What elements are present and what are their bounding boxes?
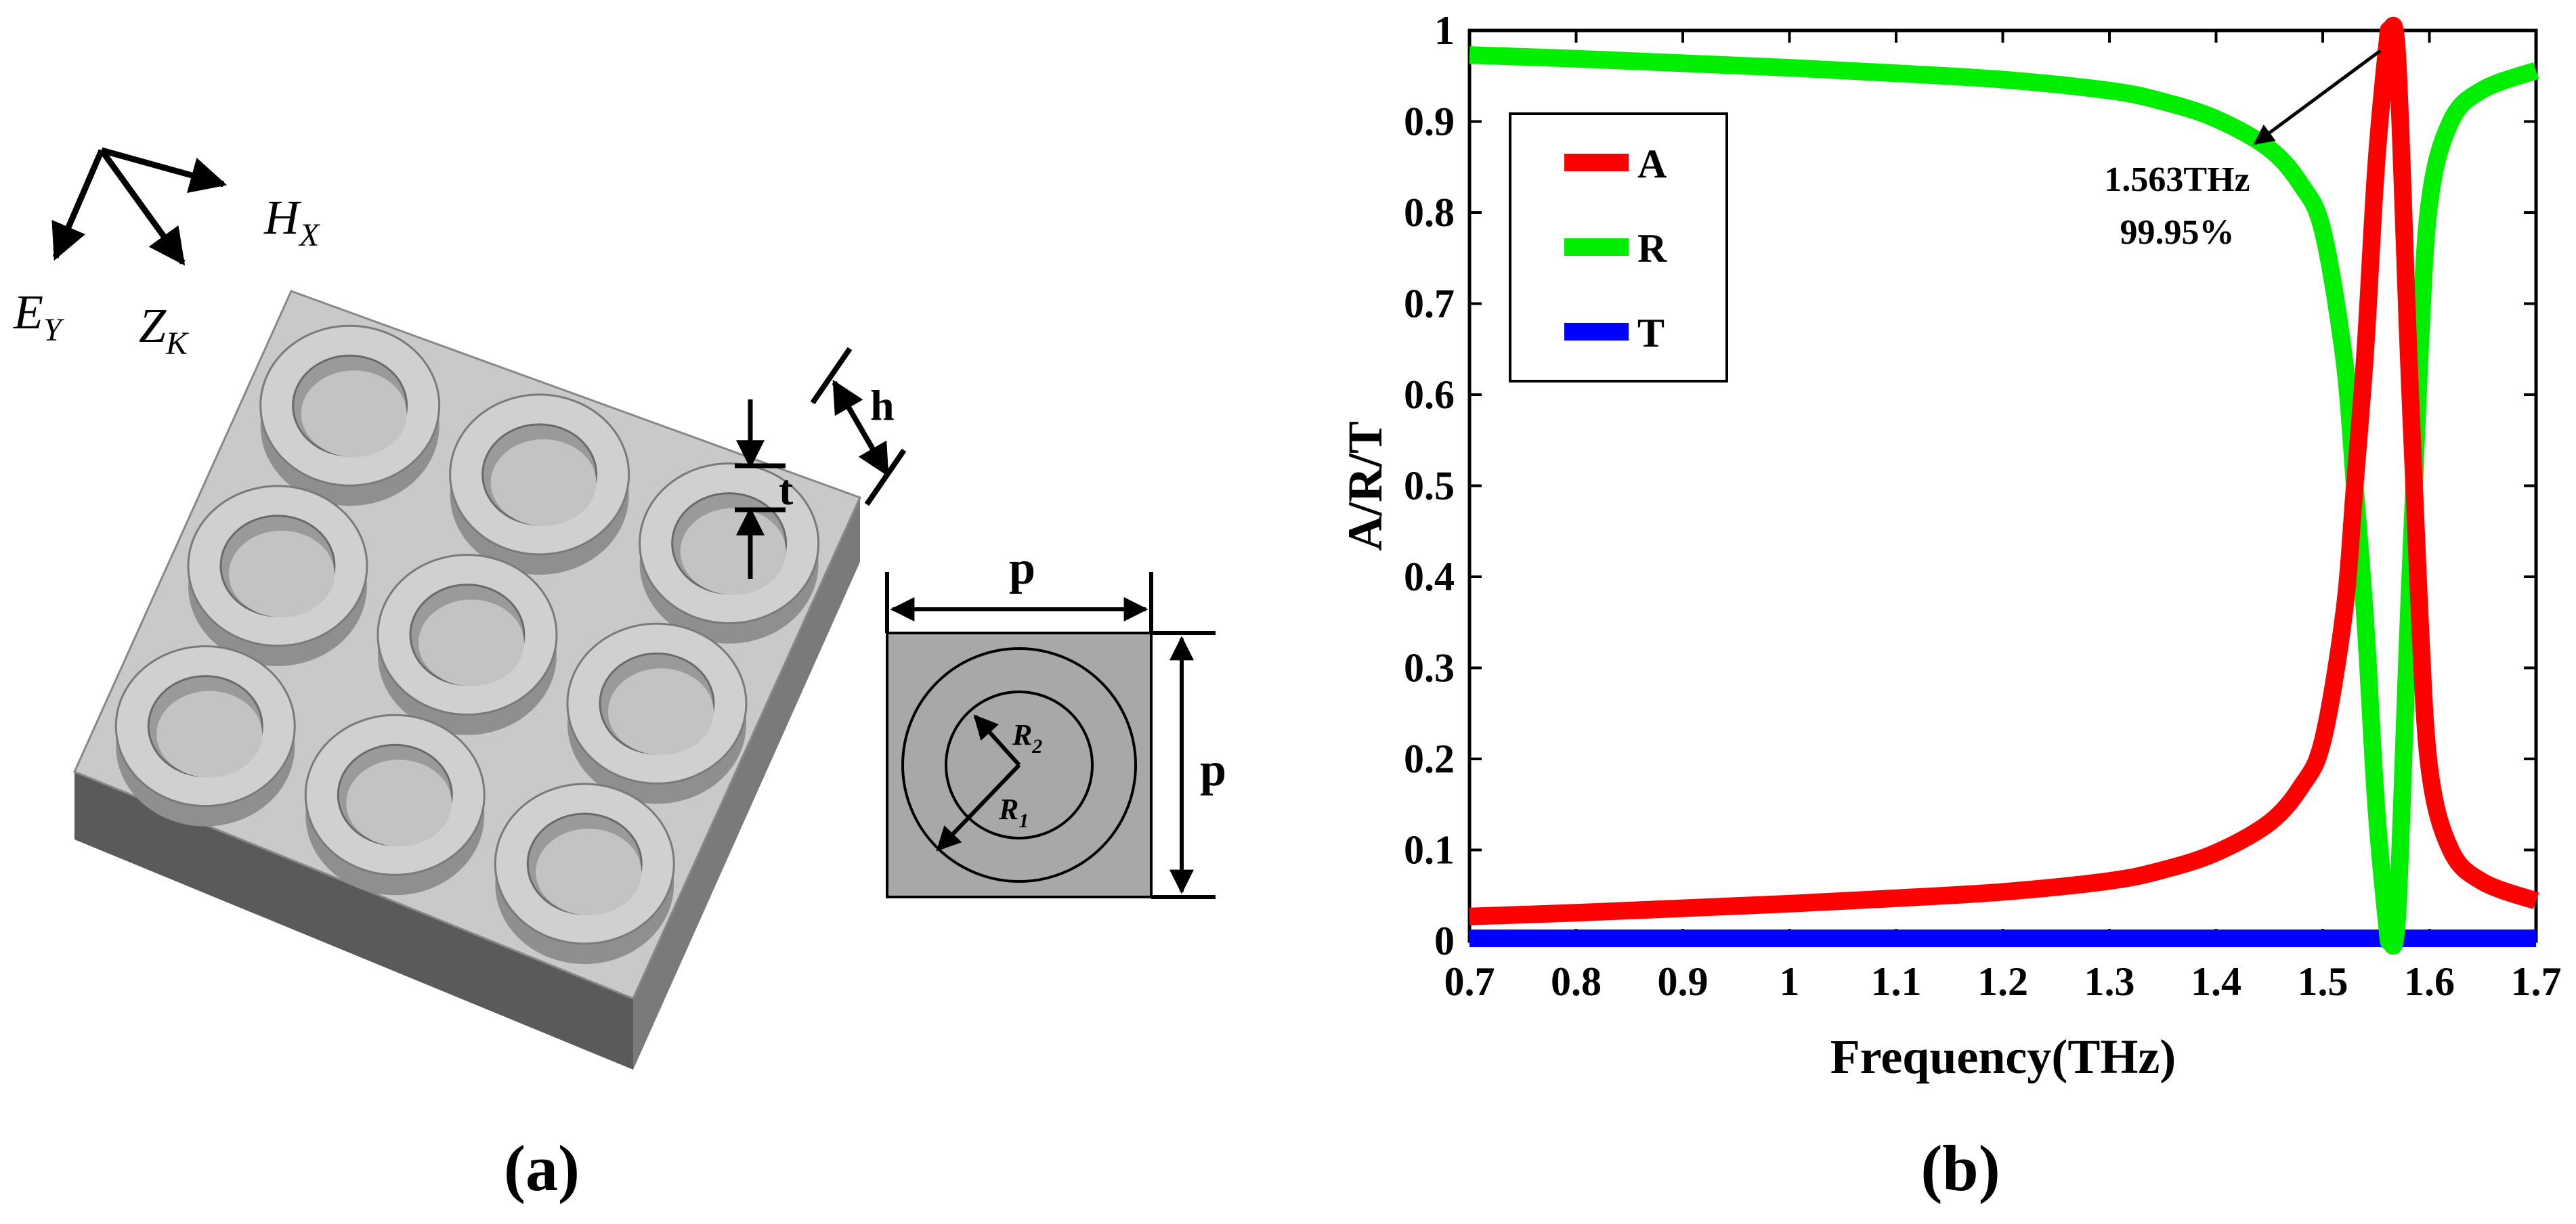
x-tick-label: 1.2	[1977, 959, 2028, 1004]
x-tick-label: 0.7	[1444, 959, 1495, 1004]
h-axis-label: HX	[263, 190, 320, 253]
caption-a: (a)	[504, 1132, 580, 1204]
p-width-label: p	[1009, 542, 1035, 594]
annotation-arrow	[2253, 49, 2382, 146]
legend-label-r: R	[1637, 226, 1667, 271]
r2-label: R2	[1012, 718, 1042, 758]
ring-6	[566, 622, 748, 804]
y-tick-label: 0.3	[1404, 646, 1455, 691]
ring-5	[377, 554, 558, 735]
x-tick-label: 1.5	[2298, 959, 2348, 1004]
y-tick-label: 0	[1434, 919, 1455, 963]
h-dimension	[810, 347, 907, 506]
ring-7	[114, 645, 296, 827]
y-tick-label: 0.9	[1404, 100, 1455, 144]
x-tick-label: 1.6	[2404, 959, 2455, 1004]
y-tick-label: 1	[1434, 8, 1455, 53]
legend-label-a: A	[1637, 141, 1667, 186]
x-axis-label: Frequency(THz)	[1830, 1030, 2176, 1084]
ring-2	[449, 393, 630, 575]
p-height-dimension	[1151, 631, 1216, 899]
y-tick-label: 0.5	[1404, 464, 1455, 508]
t-label: t	[779, 466, 794, 514]
x-tick-label: 1	[1780, 959, 1800, 1004]
p-height-label: p	[1200, 744, 1226, 796]
y-tick-label: 0.7	[1404, 282, 1455, 326]
y-axis: 0 0.1 0.2 0.3 0.4 0.5 0.6 0.7 0.8 0.9 1	[1404, 8, 2536, 963]
ring-array	[114, 324, 820, 964]
legend-label-t: T	[1637, 311, 1665, 355]
ring-4	[187, 485, 368, 666]
ring-3	[639, 462, 820, 644]
y-axis-label: A/R/T	[1338, 421, 1392, 551]
x-tick-label: 1.7	[2511, 959, 2562, 1004]
y-tick-label: 0.6	[1404, 372, 1455, 417]
annotation-absorption: 99.95%	[2120, 213, 2235, 252]
series-lines	[1469, 16, 2539, 955]
r1-label: R1	[998, 793, 1029, 832]
panel-a: EY ZK HX h t	[13, 147, 1226, 1204]
series-line-a	[1469, 16, 2539, 925]
p-width-dimension	[885, 572, 1153, 633]
y-tick-label: 0.8	[1404, 190, 1455, 235]
legend: ART	[1509, 112, 1728, 383]
y-tick-label: 0.1	[1404, 828, 1455, 873]
chart: 0.7 0.8 0.9 1 1.1 1.2 1.3 1.4 1.5 1.6 1.7 00.10.20…	[1338, 8, 2562, 1084]
e-axis-label: EY	[13, 285, 64, 348]
x-tick-label: 1.1	[1871, 959, 1922, 1004]
r2-arrow	[973, 714, 1021, 767]
x-tick-label: 0.9	[1658, 959, 1709, 1004]
y-tick-label: 0.4	[1404, 554, 1455, 599]
x-tick-label: 0.8	[1551, 959, 1602, 1004]
ring-1	[259, 324, 441, 506]
slab-right-face	[633, 498, 860, 1070]
slab-left-face	[74, 772, 633, 1070]
z-axis-label: ZK	[139, 299, 190, 362]
panel-b: 0.7 0.8 0.9 1 1.1 1.2 1.3 1.4 1.5 1.6 1.7 00.10.20…	[1338, 8, 2562, 1204]
ring-8	[304, 714, 486, 896]
x-tick-label: 1.4	[2191, 959, 2241, 1004]
caption-b: (b)	[1920, 1132, 2000, 1204]
x-axis: 0.7 0.8 0.9 1 1.1 1.2 1.3 1.4 1.5 1.6 1.7	[1444, 30, 2562, 1004]
r1-arrow	[936, 763, 1021, 852]
ring-9	[494, 783, 675, 964]
unit-cell-top-view: R2 R1 p p	[885, 542, 1226, 899]
h-label: h	[870, 381, 895, 429]
coordinate-axes	[51, 147, 228, 266]
t-dimension	[735, 399, 786, 579]
annotation-frequency: 1.563THz	[2104, 160, 2250, 199]
y-tick-label: 0.2	[1404, 737, 1455, 781]
x-tick-label: 1.3	[2084, 959, 2135, 1004]
